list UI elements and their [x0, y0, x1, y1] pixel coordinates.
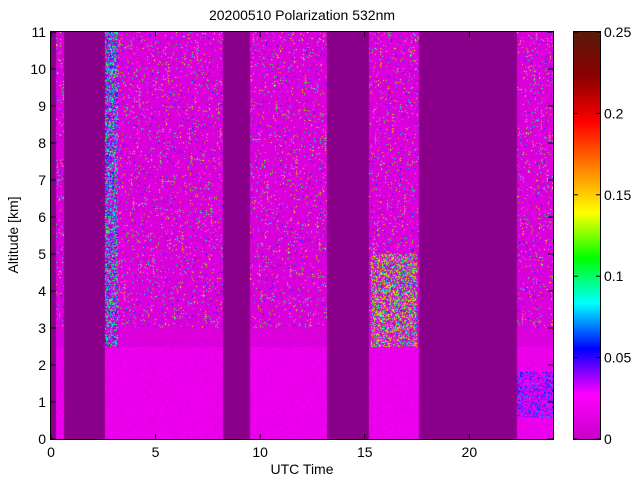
colorbar: [573, 31, 601, 440]
y-tick-label: 4: [38, 283, 46, 299]
chart-title: 20200510 Polarization 532nm: [209, 7, 395, 23]
colorbar-tick-label: 0: [604, 431, 612, 447]
colorbar-tick-label: 0.15: [604, 187, 631, 203]
colorbar-ticks: 0 0.05 0.1 0.15 0.2 0.25: [574, 24, 631, 447]
y-tick-label: 11: [31, 24, 46, 40]
x-tick-label: 5: [152, 444, 160, 460]
y-tick-label: 5: [38, 246, 46, 262]
colorbar-tick-label: 0.25: [604, 24, 631, 40]
colorbar-tick-label: 0.05: [604, 350, 631, 366]
x-tick-label: 20: [462, 444, 478, 460]
y-axis: 0 1 2 3 4 5 6 7 8 9 10 11: [30, 24, 553, 447]
colorbar-tick-label: 0.2: [604, 105, 624, 121]
x-tick-label: 0: [47, 444, 55, 460]
y-tick-label: 1: [38, 394, 46, 410]
x-tick-label: 10: [252, 444, 268, 460]
x-tick-label: 15: [357, 444, 373, 460]
y-tick-label: 6: [38, 209, 46, 225]
y-tick-label: 3: [38, 320, 46, 336]
colorbar-tick-label: 0.1: [604, 268, 624, 284]
x-axis: 0 5 10 15 20: [47, 32, 477, 460]
plot-frame: [50, 31, 554, 440]
y-tick-label: 8: [38, 135, 46, 151]
y-tick-label: 7: [38, 172, 46, 188]
heatmap-image: [51, 32, 553, 439]
y-axis-label: Altitude [km]: [5, 196, 21, 273]
y-tick-label: 9: [38, 98, 46, 114]
y-tick-label: 2: [38, 357, 46, 373]
y-tick-label: 10: [30, 61, 46, 77]
x-axis-label: UTC Time: [271, 461, 334, 477]
plot-area: [51, 32, 553, 439]
y-tick-label: 0: [38, 431, 46, 447]
